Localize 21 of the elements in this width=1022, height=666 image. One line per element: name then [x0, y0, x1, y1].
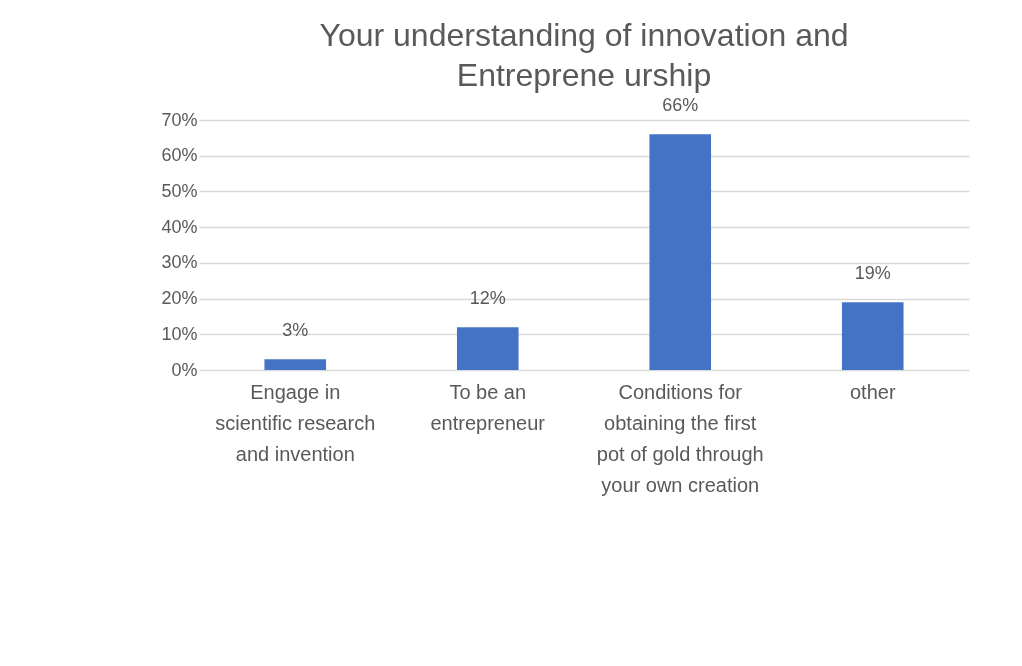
x-tick-label: To be an entrepreneur	[430, 380, 546, 434]
x-tick-label: Conditions for obtaining the first pot of gold through your own creation	[596, 380, 764, 496]
y-tick-label: 30%	[161, 252, 198, 273]
x-tick-label: Engage in scientific research and invention	[215, 380, 376, 465]
chart-title: Your understanding of innovation and Entreprene urship	[319, 17, 849, 94]
data-label: 3%	[282, 320, 309, 341]
bar	[649, 134, 712, 370]
y-tick-label: 20%	[161, 288, 198, 309]
bar	[264, 359, 327, 370]
data-label: 19%	[854, 263, 891, 284]
data-label: 12%	[469, 288, 506, 309]
y-tick-label: 50%	[161, 180, 198, 201]
y-tick-label: 60%	[161, 145, 198, 166]
y-tick-label: 10%	[161, 323, 198, 344]
y-tick-label: 0%	[171, 359, 198, 380]
data-label: 66%	[662, 95, 699, 116]
bar	[456, 327, 519, 370]
bar	[841, 302, 904, 370]
x-tick-label: other	[849, 380, 896, 403]
y-tick-label: 70%	[161, 109, 198, 130]
y-tick-label: 40%	[161, 216, 198, 237]
